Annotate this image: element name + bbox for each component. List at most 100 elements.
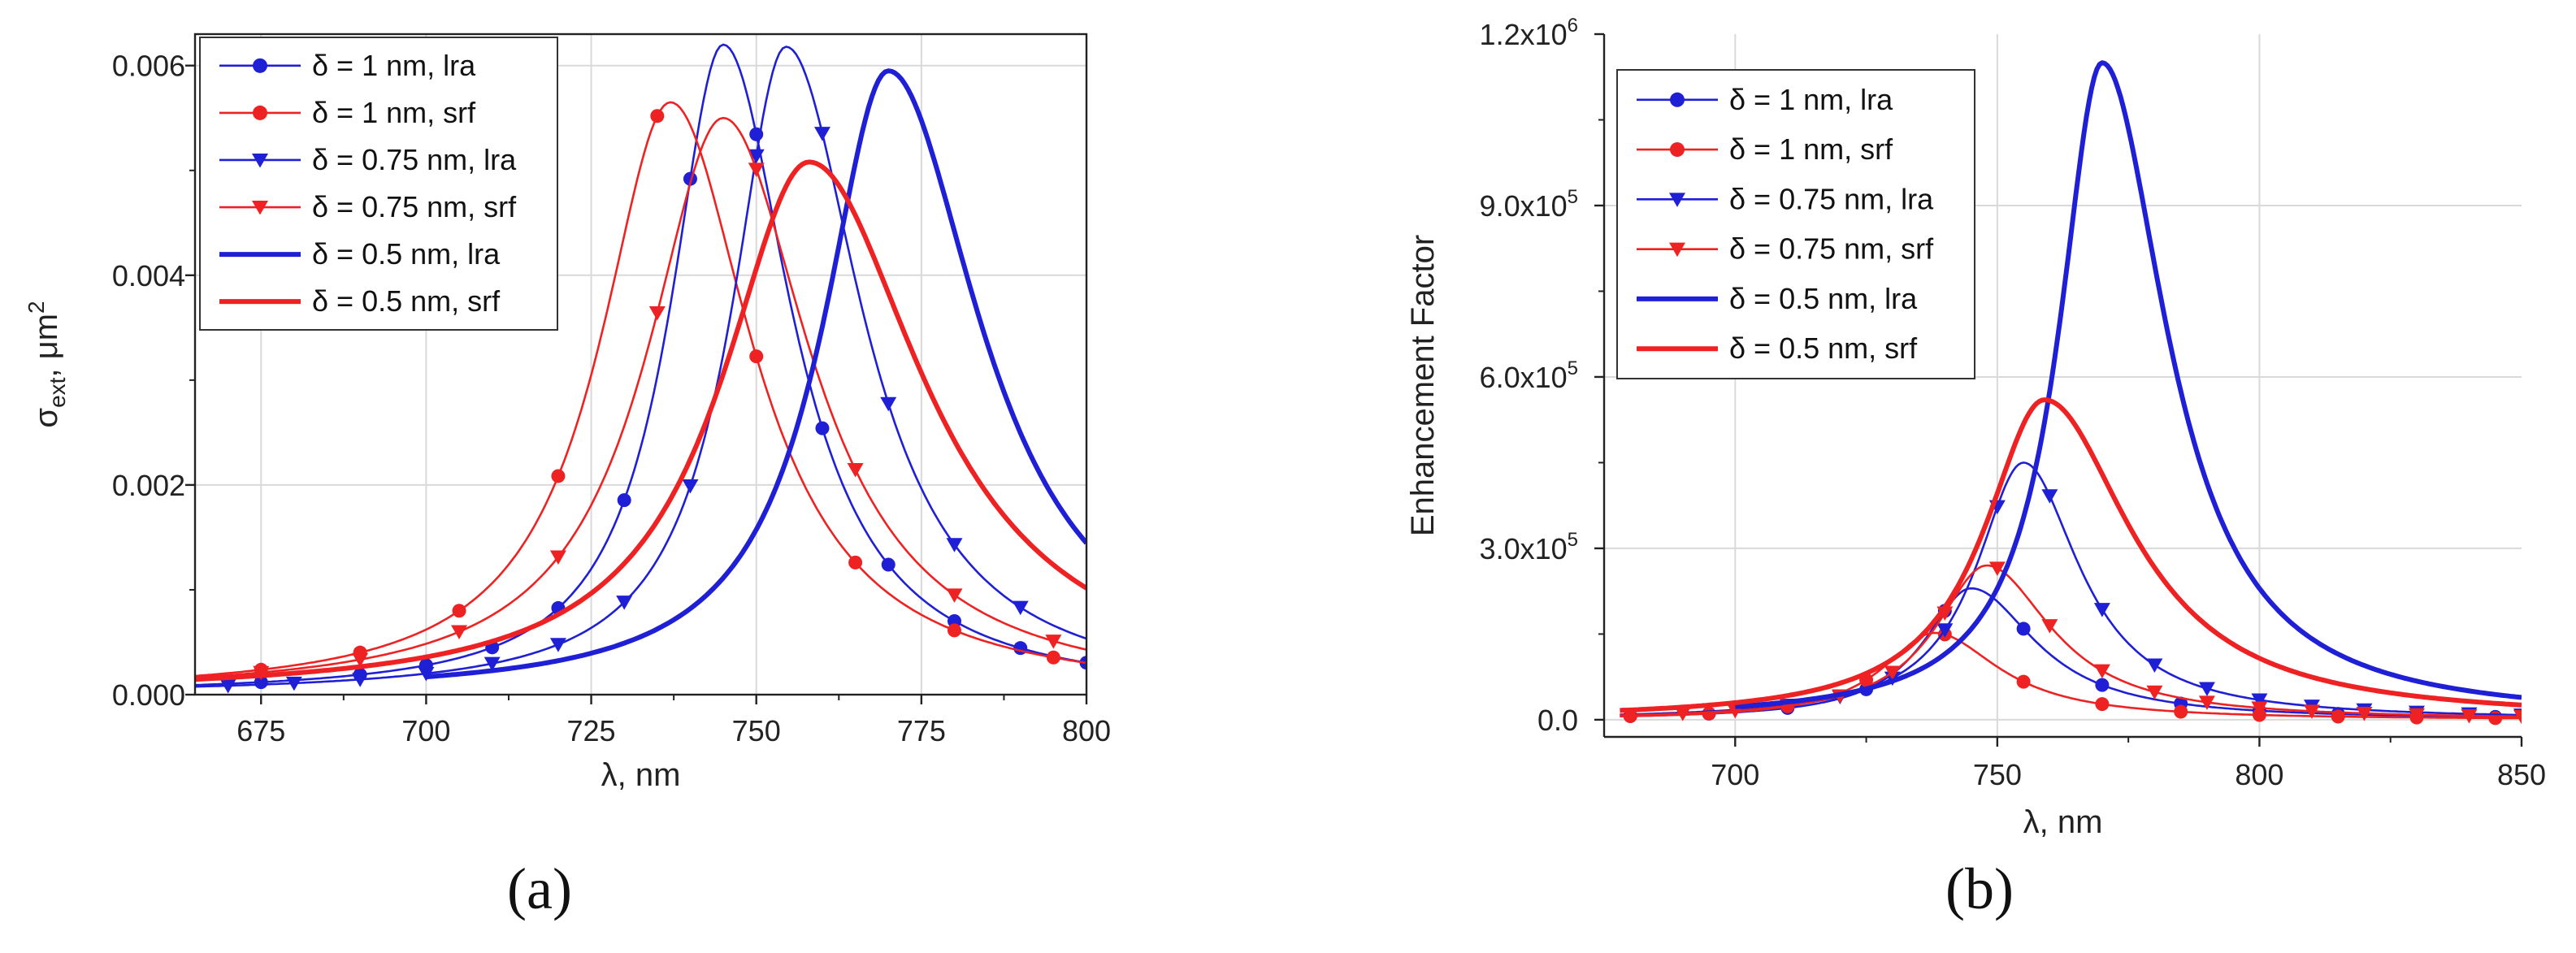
data-point-3-6: [847, 463, 864, 478]
data-point-3-4: [648, 306, 666, 321]
data-point-2-8: [748, 149, 765, 164]
y-axis-label-sup: 2: [24, 301, 49, 314]
series-line-1: [195, 101, 1086, 678]
series-line-2: [1620, 461, 2522, 717]
series-line-0: [195, 43, 1086, 687]
legend-box: [1616, 69, 1975, 379]
y-tick-label-base: 6.0x10: [1480, 361, 1568, 394]
axes: 675 700 725 750 775 800 0.000 0.002 0.004 0.006 λ,…: [24, 32, 1111, 793]
data-point-1-5: [749, 349, 764, 364]
data-point-1-7: [947, 623, 961, 638]
data-point-1-1: [1702, 706, 1716, 721]
data-point-3-8: [2041, 619, 2058, 634]
y-tick-label: 0.006: [112, 50, 185, 83]
x-tick-label: 775: [897, 714, 946, 747]
x-axis-label: λ, nm: [601, 757, 681, 793]
y-axis-label-main: Enhancement Factor: [1405, 235, 1441, 536]
legend-label-3: δ = 0.75 nm, srf: [1729, 232, 1934, 266]
data-point-1-8: [1046, 650, 1060, 665]
data-point-3-5: [1884, 665, 1901, 680]
data-point-1-6: [848, 555, 863, 570]
x-tick-label: 700: [1711, 758, 1759, 791]
series-line-3: [195, 116, 1086, 679]
data-point-2-4: [484, 656, 501, 672]
x-tick-label: 800: [1062, 714, 1111, 747]
series-line-3: [1620, 564, 2522, 718]
series-line-5: [1620, 397, 2522, 713]
y-tick-label: 6.0x105: [1480, 357, 1578, 394]
data-point-1-5: [2016, 674, 2031, 689]
data-point-2-3: [418, 667, 435, 682]
series-line-4: [1735, 60, 2522, 709]
data-point-1-3: [551, 469, 566, 483]
x-axis-label: λ, nm: [2023, 804, 2103, 840]
y-tick-label-base: 1.2x10: [1480, 18, 1568, 51]
x-tick-label: 850: [2497, 758, 2546, 791]
data-point-2-2: [352, 673, 369, 687]
y-tick-label-exponent: 5: [1568, 186, 1578, 208]
y-axis-label-sub: ext: [45, 377, 70, 408]
data-point-2-6: [1936, 623, 1954, 638]
legend-box: [199, 37, 558, 331]
data-point-3-9: [2093, 664, 2110, 679]
legend-marker-2: [252, 153, 268, 168]
data-point-2-9: [813, 127, 830, 141]
data-point-3-11: [2198, 695, 2215, 710]
data-point-2-9: [2093, 603, 2110, 617]
data-point-3-13: [2303, 704, 2320, 719]
legend-label-4: δ = 0.5 nm, lra: [312, 237, 501, 271]
data-point-1-7: [2174, 704, 2188, 719]
legend-label-5: δ = 0.5 nm, srf: [1729, 331, 1918, 365]
legend-label-4: δ = 0.5 nm, lra: [1729, 282, 1918, 315]
data-point-3-3: [549, 550, 566, 565]
legend-label-5: δ = 0.5 nm, srf: [312, 284, 501, 318]
data-point-1-6: [2095, 697, 2110, 712]
data-point-2-6: [616, 596, 633, 610]
data-point-3-10: [2146, 685, 2163, 700]
legend-label-2: δ = 0.75 nm, lra: [1729, 182, 1934, 215]
data-point-3-1: [352, 652, 369, 668]
legend-marker-2: [1669, 193, 1685, 207]
data-point-1-4: [650, 109, 665, 123]
data-point-2-0: [219, 678, 236, 694]
legend-label-2: δ = 0.75 nm, lra: [312, 143, 517, 176]
data-point-3-12: [2251, 701, 2268, 716]
data-point-3-8: [1045, 635, 1062, 649]
legend-marker-1: [1670, 142, 1685, 158]
legend-marker-3: [1669, 242, 1685, 258]
y-tick-label: 9.0x105: [1480, 186, 1578, 223]
data-point-3-1: [1674, 707, 1691, 721]
data-point-2-10: [2146, 658, 2163, 674]
data-point-1-11: [2488, 711, 2503, 726]
data-point-2-12: [2251, 693, 2268, 708]
data-point-2-11: [2198, 682, 2215, 697]
series-group: [195, 43, 1086, 694]
series-line-5: [195, 159, 1086, 682]
legend-label-1: δ = 1 nm, srf: [312, 96, 476, 129]
series-line-2: [195, 45, 1086, 688]
x-tick-label: 725: [567, 714, 616, 747]
data-point-2-10: [880, 396, 897, 412]
x-tick-label: 750: [1973, 758, 2022, 791]
y-tick-label-exponent: 5: [1568, 529, 1578, 551]
data-point-0-5: [2016, 622, 2031, 636]
y-tick-label-base: 3.0x10: [1480, 532, 1568, 565]
legend-label-0: δ = 1 nm, lra: [1729, 83, 1893, 116]
x-tick-label: 800: [2235, 758, 2283, 791]
legend: δ = 1 nm, lra δ = 1 nm, srf δ = 0.75 nm, l…: [1616, 69, 1975, 379]
data-point-2-7: [682, 479, 699, 494]
data-point-3-7: [1988, 561, 2006, 576]
y-axis-label-main: σ: [28, 408, 64, 428]
y-tick-label-exponent: 5: [1568, 357, 1578, 379]
axes: 700 750 800 8500.03.0x1056.0x1059.0x1051.2x…: [1405, 15, 2546, 840]
y-axis-label-unit: , μm: [28, 314, 64, 378]
y-tick-label-base: 9.0x10: [1480, 189, 1568, 223]
x-tick-label: 675: [236, 714, 285, 747]
y-axis-label: Enhancement Factor: [1405, 235, 1441, 536]
legend-label-1: δ = 1 nm, srf: [1729, 132, 1893, 166]
data-point-3-2: [451, 625, 468, 640]
x-tick-label: 700: [401, 714, 450, 747]
data-point-0-8: [815, 421, 830, 435]
y-tick-label: 0.000: [112, 678, 185, 712]
data-point-3-17: [2513, 709, 2522, 725]
